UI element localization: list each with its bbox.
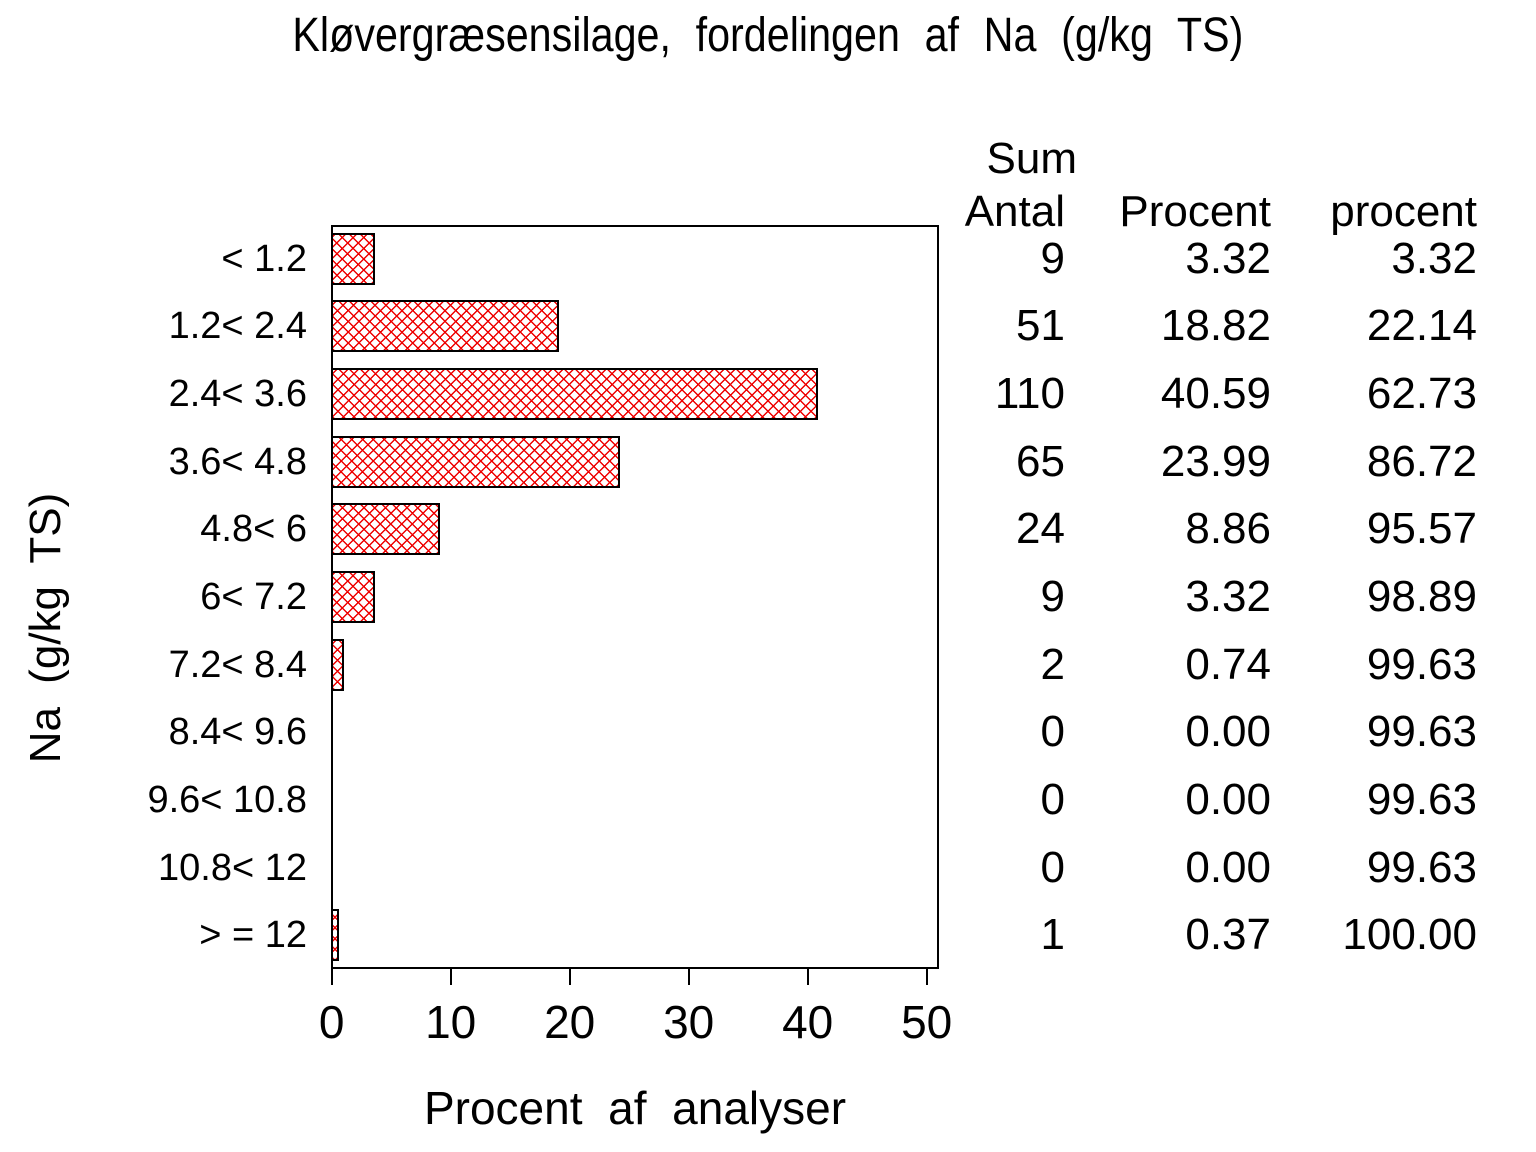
cell-sum: 100.00: [1342, 910, 1477, 960]
cell-procent: 40.59: [1160, 369, 1271, 419]
x-tick-mark: [449, 969, 452, 985]
x-tick-label: 20: [544, 996, 596, 1048]
x-tick-mark: [568, 969, 571, 985]
bar-7.2< 8.4: [331, 638, 344, 691]
x-tick-mark: [330, 969, 333, 985]
y-category-label: 2.4< 3.6: [168, 373, 307, 416]
y-category-label: < 1.2: [221, 237, 307, 280]
cell-sum: 99.63: [1366, 639, 1477, 689]
cell-procent: 0.00: [1185, 707, 1271, 757]
column-header-procent: Procent: [1119, 187, 1271, 236]
cell-sum: 62.73: [1366, 369, 1477, 419]
bar-4.8< 6: [331, 503, 441, 556]
x-tick-mark: [687, 969, 690, 985]
y-category-label: 1.2< 2.4: [168, 305, 307, 348]
y-category-label: 6< 7.2: [200, 576, 307, 618]
x-tick-label: 50: [901, 996, 953, 1048]
cell-antal: 0: [1040, 842, 1065, 892]
cell-sum: 3.32: [1391, 233, 1477, 283]
bar-< 1.2: [331, 232, 375, 285]
cell-antal: 65: [1016, 436, 1065, 486]
cell-antal: 9: [1040, 572, 1065, 621]
column-header-antal: Antal: [964, 187, 1065, 236]
y-category-label: 7.2< 8.4: [168, 643, 307, 686]
cell-procent: 0.00: [1185, 842, 1271, 892]
cell-antal: 1: [1040, 910, 1065, 960]
y-category-label: 4.8< 6: [200, 508, 307, 551]
cell-sum: 95.57: [1366, 504, 1477, 554]
x-tick-label: 0: [318, 996, 345, 1048]
cell-antal: 2: [1040, 639, 1065, 689]
bar-> = 12: [331, 909, 340, 962]
bar-2.4< 3.6: [331, 368, 819, 421]
cell-antal: 110: [994, 369, 1065, 419]
cell-sum: 99.63: [1366, 774, 1477, 824]
cell-antal: 0: [1040, 707, 1065, 757]
cell-procent: 0.00: [1185, 774, 1271, 824]
y-category-label: > = 12: [199, 914, 307, 957]
cell-procent: 0.74: [1185, 639, 1271, 689]
column-header-sum-line2: procent: [1330, 187, 1477, 236]
cell-antal: 51: [1016, 301, 1065, 351]
column-header-sum-line1: Sum: [986, 134, 1077, 183]
plot-area: [331, 225, 939, 969]
cell-antal: 9: [1040, 233, 1065, 283]
cell-sum: 86.72: [1366, 436, 1477, 486]
cell-procent: 23.99: [1160, 436, 1271, 486]
cell-procent: 8.86: [1185, 504, 1271, 554]
x-tick-label: 40: [782, 996, 834, 1048]
cell-procent: 0.37: [1185, 910, 1271, 960]
cell-procent: 3.32: [1185, 233, 1271, 283]
cell-sum: 98.89: [1366, 572, 1477, 621]
x-tick-label: 10: [425, 996, 477, 1048]
cell-procent: 3.32: [1185, 572, 1271, 621]
x-tick-mark: [806, 969, 809, 985]
cell-sum: 99.63: [1366, 842, 1477, 892]
chart-title: Kløvergræsensilage, fordelingen af Na (g…: [0, 8, 1536, 64]
y-category-label: 8.4< 9.6: [168, 711, 307, 754]
cell-sum: 99.63: [1366, 707, 1477, 757]
cell-antal: 0: [1040, 774, 1065, 824]
cell-sum: 22.14: [1366, 301, 1477, 351]
bar-1.2< 2.4: [331, 300, 559, 353]
bar-3.6< 4.8: [331, 435, 621, 488]
chart-title-text: Kløvergræsensilage, fordelingen af Na (g…: [292, 9, 1244, 62]
cell-antal: 24: [1016, 504, 1065, 554]
y-category-label: 10.8< 12: [158, 846, 307, 889]
x-tick-mark: [925, 969, 928, 985]
cell-procent: 18.82: [1160, 301, 1271, 351]
x-axis-title: Procent af analyser: [423, 1082, 847, 1134]
x-tick-label: 30: [663, 996, 715, 1048]
y-category-label: 9.6< 10.8: [147, 778, 307, 821]
y-category-label: 3.6< 4.8: [168, 440, 307, 483]
bar-6< 7.2: [331, 571, 375, 623]
